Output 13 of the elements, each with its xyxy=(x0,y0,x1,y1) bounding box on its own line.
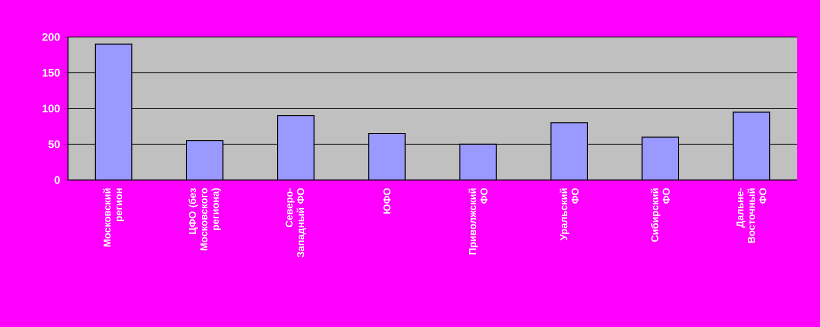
x-tick-label: Северо-Западный ФО xyxy=(286,188,306,258)
x-tick-label: ЦФО (без Московского региона) xyxy=(188,188,221,250)
y-tick-label: 50 xyxy=(48,140,60,148)
x-tick-label: Приволжский ФО xyxy=(468,188,488,254)
x-tick-label: Уральский ФО xyxy=(560,188,579,240)
x-tick-label: ЮФО xyxy=(383,188,390,214)
y-tick-label: 100 xyxy=(42,104,60,112)
x-tick-label: Дальне-Восточный ФО xyxy=(736,188,766,243)
y-tick-label: 150 xyxy=(42,68,60,77)
y-tick-label: 0 xyxy=(54,176,60,184)
x-tick-label: Московский регион xyxy=(103,188,124,246)
y-tick-label: 200 xyxy=(42,33,60,41)
x-tick-label: Сибирский ФО xyxy=(650,188,670,242)
